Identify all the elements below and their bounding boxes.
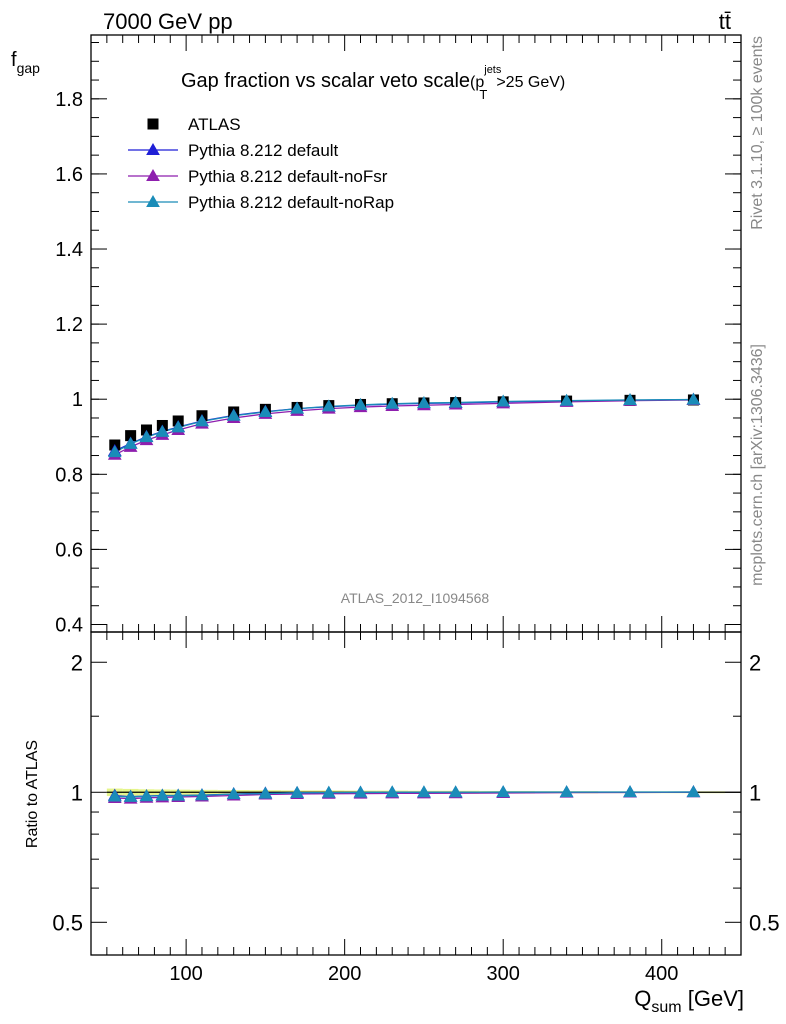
- main-series-layer: [107, 392, 701, 460]
- mcplots-label: mcplots.cern.ch [arXiv:1306.3436]: [749, 344, 766, 586]
- mc-data-point: [195, 414, 209, 427]
- ratio-data-point: [195, 788, 209, 801]
- x-axis-label-sub: sum: [651, 999, 681, 1016]
- mc-data-point: [290, 401, 304, 414]
- ratio-ytick-label-right: 1: [749, 780, 761, 805]
- mc-data-point: [123, 436, 138, 449]
- ratio-ytick-label: 2: [71, 650, 83, 675]
- xtick-label: 100: [169, 963, 202, 985]
- ratio-data-point: [448, 785, 463, 798]
- legend-marker: [146, 194, 160, 207]
- mc-data-point: [107, 445, 122, 458]
- x-axis-label-main: Q: [634, 986, 651, 1011]
- ratio-ytick-label: 1: [71, 780, 83, 805]
- ratio-data-point: [496, 785, 511, 798]
- main-ylabel-sub: gap: [17, 60, 41, 76]
- ratio-data-point: [107, 789, 122, 802]
- legend-marker: [146, 142, 160, 155]
- chart-title-cut-open: (p: [470, 74, 484, 91]
- main-ytick-label: 0.4: [55, 614, 83, 636]
- chart-title-cut-sup: jets: [483, 64, 502, 76]
- atlas-data-point: [125, 430, 137, 442]
- chart-title-cut-sub: T: [479, 87, 487, 102]
- x-axis-label-unit: [GeV]: [682, 986, 744, 1011]
- ratio-series-layer: [107, 785, 701, 804]
- main-ytick-label: 0.6: [55, 539, 83, 561]
- main-ytick-label: 1.4: [55, 239, 83, 261]
- mc-data-point: [226, 408, 241, 421]
- xtick-label: 300: [487, 963, 520, 985]
- ratio-ytick-label-right: 0.5: [749, 910, 780, 935]
- legend-label: ATLAS: [188, 115, 241, 134]
- ratio-panel-frame: [90, 631, 742, 956]
- ratio-ylabel: Ratio to ATLAS: [24, 740, 41, 848]
- ratio-data-point: [139, 789, 154, 802]
- main-ytick-label: 1.2: [55, 314, 83, 336]
- legend-label: Pythia 8.212 default-noRap: [188, 193, 394, 212]
- mc-data-point: [385, 396, 400, 409]
- energy-label: 7000 GeV pp: [103, 9, 233, 34]
- chart-title-cut-rest: >25 GeV): [496, 74, 565, 91]
- chart-title-main: Gap fraction vs scalar veto scale: [181, 70, 470, 92]
- main-ytick-label: 1: [72, 389, 83, 411]
- legend-label: Pythia 8.212 default: [188, 141, 339, 160]
- legend-marker: [146, 168, 160, 181]
- mc-data-point: [353, 397, 368, 410]
- analysis-watermark: ATLAS_2012_I1094568: [341, 590, 490, 606]
- ratio-data-point: [417, 785, 431, 798]
- main-ytick-label: 0.8: [55, 464, 83, 486]
- mc-data-point: [686, 392, 701, 405]
- ratio-data-point: [171, 788, 186, 801]
- ratio-data-point: [226, 787, 241, 800]
- mc-data-point: [139, 430, 154, 443]
- x-axis-label: Qsum [GeV]: [634, 986, 744, 1016]
- mc-data-point: [155, 424, 170, 437]
- xtick-label: 400: [645, 963, 678, 985]
- main-ytick-label: 1.6: [55, 164, 83, 186]
- ratio-data-point: [123, 789, 138, 802]
- ratio-ytick-label: 0.5: [52, 910, 83, 935]
- main-ytick-label: 1.8: [55, 89, 83, 111]
- ratio-data-point: [686, 785, 701, 798]
- ratio-data-point: [385, 785, 400, 798]
- rivet-label: Rivet 3.1.10, ≥ 100k events: [749, 36, 766, 230]
- legend-label: Pythia 8.212 default-noFsr: [188, 167, 388, 186]
- mc-data-point: [417, 395, 431, 408]
- main-ylabel-main: f: [11, 49, 17, 71]
- mc-data-point: [171, 420, 186, 433]
- process-label: tt̄: [719, 9, 731, 34]
- legend: ATLAS Pythia 8.212 default Pythia 8.212 de…: [128, 115, 394, 212]
- mc-data-point: [258, 404, 273, 417]
- legend-marker-atlas: [147, 118, 159, 130]
- ratio-data-point: [258, 786, 273, 799]
- mc-data-point: [321, 399, 336, 412]
- mc-data-point: [448, 395, 463, 408]
- main-ylabel: fgap: [11, 49, 40, 76]
- ratio-ytick-label-right: 2: [749, 650, 761, 675]
- ratio-data-point: [321, 785, 336, 798]
- chart-title: Gap fraction vs scalar veto scale(pjets T…: [181, 64, 565, 102]
- mc-data-point: [623, 392, 637, 405]
- xtick-label: 200: [328, 963, 361, 985]
- ratio-data-point: [353, 785, 368, 798]
- ratio-axis-ticks: 0.5 0.5 1 1 2 2 100 200 300 400: [52, 632, 780, 985]
- ratio-data-point: [623, 785, 637, 798]
- mc-data-point: [559, 393, 574, 406]
- ratio-data-point: [290, 785, 304, 798]
- main-axis-ticks: 0.4 0.6 0.8 1 1.2 1.4 1.6 1.8: [55, 35, 741, 636]
- ratio-data-point: [559, 785, 574, 798]
- ratio-data-point: [155, 788, 170, 801]
- mc-data-point: [496, 394, 511, 407]
